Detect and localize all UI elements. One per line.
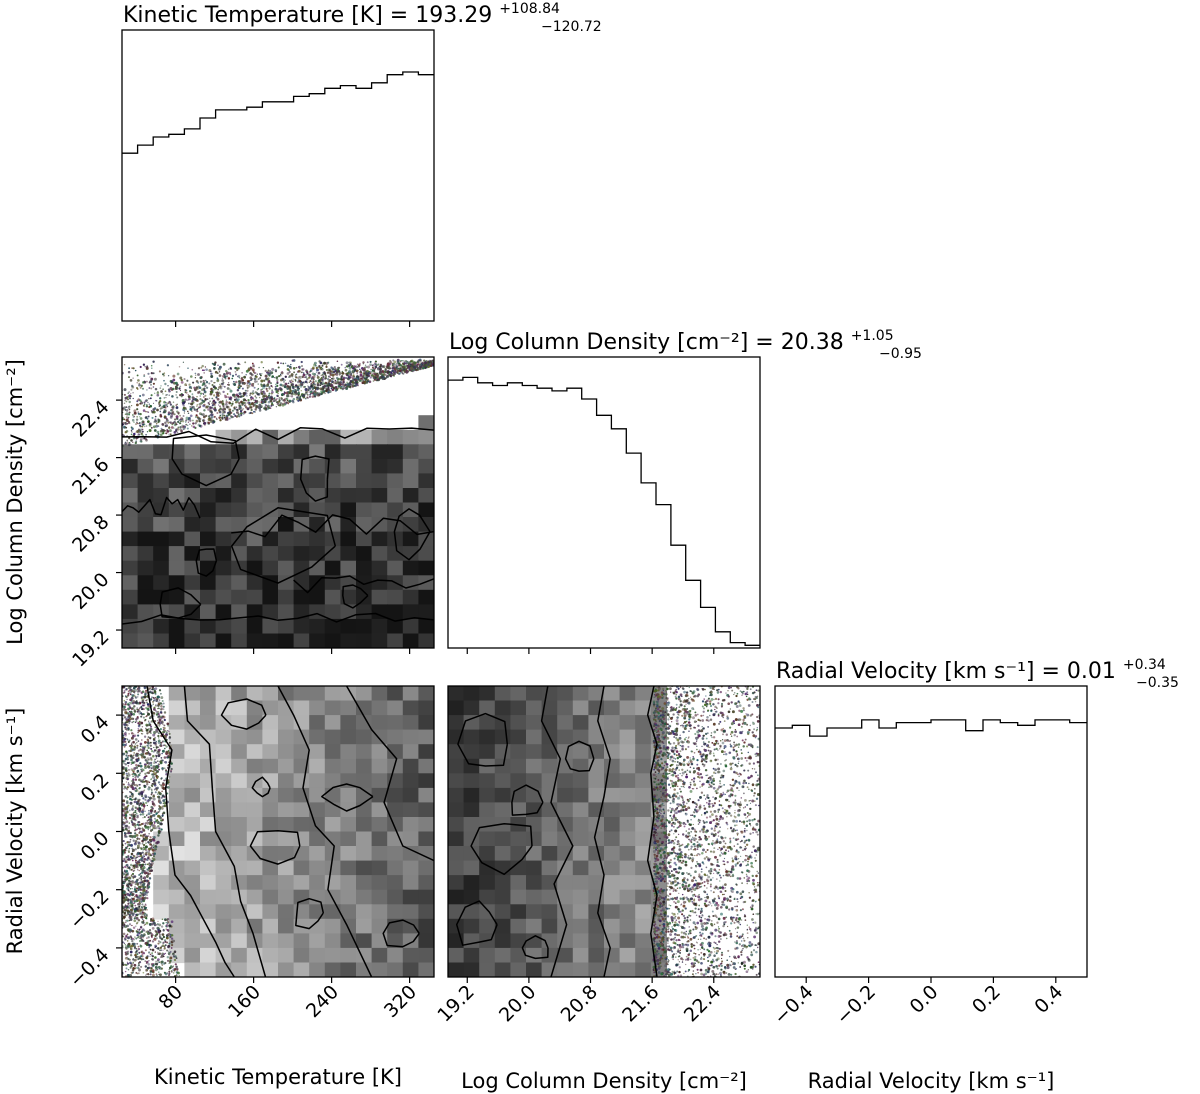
- x-tick-label-vel: 0.4: [1030, 981, 1067, 1018]
- x-tick-label-temp: 320: [380, 981, 421, 1022]
- y-tick-label-vel: 0.4: [77, 711, 114, 748]
- histogram-radial-velocity: [775, 719, 1087, 737]
- x-tick-label-vel: −0.4: [770, 981, 818, 1029]
- x-tick-label-temp: 240: [302, 981, 343, 1022]
- y-axis-label-radial-velocity: Radial Velocity [km s⁻¹]: [3, 708, 27, 955]
- x-axis-label-kinetic-temperature: Kinetic Temperature [K]: [154, 1065, 402, 1089]
- y-tick-label-logn: 20.0: [68, 569, 113, 614]
- panel-frame: [121, 356, 435, 649]
- x-tick-label-logn: 20.0: [495, 981, 540, 1026]
- y-axis-label-log-column-density: Log Column Density [cm⁻²]: [3, 359, 27, 645]
- x-tick-label-logn: 22.4: [680, 981, 725, 1026]
- histogram-kinetic-temperature: [122, 71, 434, 154]
- y-tick-label-vel: −0.4: [65, 944, 113, 992]
- y-tick-label-vel: 0.0: [77, 827, 114, 864]
- title-kinetic-temperature: Kinetic Temperature [K] = 193.29 +108.84…: [123, 0, 602, 35]
- x-tick-label-temp: 160: [224, 981, 265, 1022]
- x-tick-label-vel: −0.2: [832, 981, 880, 1029]
- title-radial-velocity: Radial Velocity [km s⁻¹] = 0.01 +0.34 −0…: [776, 650, 1179, 691]
- panel-frame: [774, 685, 1088, 978]
- y-tick-label-logn: 19.2: [68, 626, 113, 671]
- x-axis-label-log-column-density: Log Column Density [cm⁻²]: [461, 1069, 747, 1093]
- panel-frames: [121, 29, 1088, 978]
- x-tick-label-vel: 0.2: [968, 981, 1005, 1018]
- histogram-step-line: [122, 71, 434, 154]
- x-tick-label-logn: 19.2: [433, 981, 478, 1026]
- y-tick-label-logn: 21.6: [68, 454, 113, 499]
- x-tick-label-temp: 80: [154, 981, 187, 1014]
- joint-temperature-vs-velocity: [122, 686, 434, 977]
- x-tick-label-logn: 20.8: [557, 981, 602, 1026]
- histogram-step-line: [775, 719, 1087, 737]
- panel-frame: [121, 29, 435, 322]
- y-tick-label-vel: 0.2: [77, 769, 114, 806]
- title-log-column-density: Log Column Density [cm⁻²] = 20.38 +1.05 …: [449, 321, 922, 362]
- histogram-step-line: [448, 376, 760, 646]
- panel-frame: [447, 685, 761, 978]
- joint-column-density-vs-velocity: [448, 686, 760, 977]
- y-tick-label-logn: 22.4: [68, 396, 113, 441]
- x-tick-label-vel: 0.0: [906, 981, 943, 1018]
- y-tick-label-vel: −0.2: [65, 886, 113, 934]
- joint-temperature-vs-column-density: [122, 357, 434, 648]
- histogram-log-column-density: [448, 376, 760, 646]
- panel-frame: [447, 356, 761, 649]
- x-axis-label-radial-velocity: Radial Velocity [km s⁻¹]: [808, 1069, 1055, 1093]
- x-tick-label-logn: 21.6: [618, 981, 663, 1026]
- y-tick-label-logn: 20.8: [68, 511, 113, 556]
